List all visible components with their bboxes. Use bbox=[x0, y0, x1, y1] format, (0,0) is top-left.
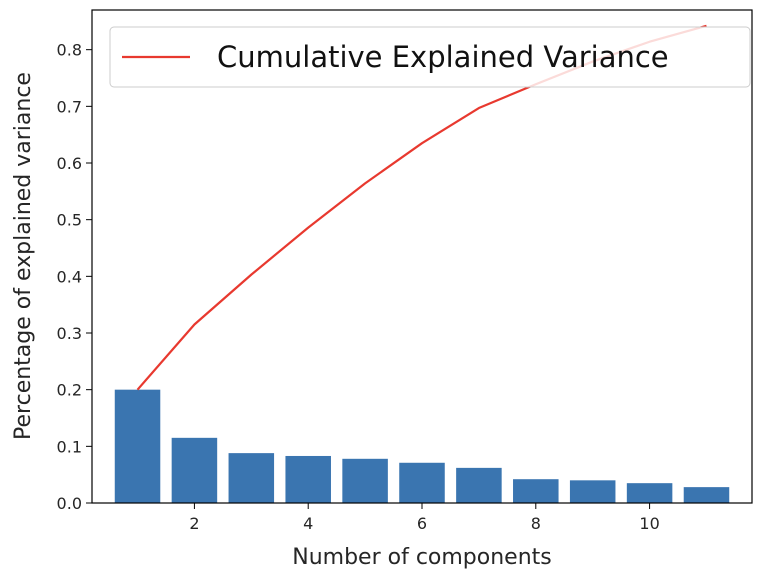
y-tick-label: 0.7 bbox=[57, 97, 82, 116]
y-tick-label: 0.8 bbox=[57, 41, 82, 60]
bar-component-9 bbox=[569, 480, 616, 503]
y-axis-label: Percentage of explained variance bbox=[11, 72, 36, 440]
y-tick-label: 0.2 bbox=[57, 381, 82, 400]
y-axis: 0.0 0.1 0.2 0.3 0.4 0.5 0.6 0.7 0.8 bbox=[57, 41, 92, 513]
y-tick-label: 0.1 bbox=[57, 437, 82, 456]
bar-component-8 bbox=[513, 479, 559, 503]
bar-component-6 bbox=[399, 462, 445, 503]
x-tick-label: 8 bbox=[531, 514, 541, 533]
bar-component-2 bbox=[171, 437, 218, 503]
y-tick-label: 0.6 bbox=[57, 154, 82, 173]
y-tick-label: 0.5 bbox=[57, 211, 82, 230]
y-tick-label: 0.4 bbox=[57, 267, 82, 286]
legend-box bbox=[109, 26, 751, 88]
bar-series bbox=[114, 389, 730, 503]
x-tick-label: 6 bbox=[417, 514, 427, 533]
legend: Cumulative Explained Variance bbox=[109, 26, 751, 88]
x-tick-label: 4 bbox=[303, 514, 313, 533]
bar-component-3 bbox=[228, 453, 275, 503]
x-tick-label: 10 bbox=[639, 514, 659, 533]
y-tick-label: 0.3 bbox=[57, 324, 82, 343]
bar-component-1 bbox=[114, 389, 161, 503]
x-axis: 2 4 6 8 10 bbox=[189, 503, 660, 533]
bar-component-7 bbox=[456, 467, 502, 503]
bar-component-4 bbox=[285, 455, 331, 503]
y-tick-label: 0.0 bbox=[57, 494, 82, 513]
bar-component-5 bbox=[342, 458, 388, 503]
x-tick-label: 2 bbox=[189, 514, 199, 533]
legend-label: Cumulative Explained Variance bbox=[217, 40, 669, 74]
bar-component-10 bbox=[626, 483, 673, 503]
x-axis-label: Number of components bbox=[292, 545, 552, 570]
bar-component-11 bbox=[683, 487, 730, 503]
